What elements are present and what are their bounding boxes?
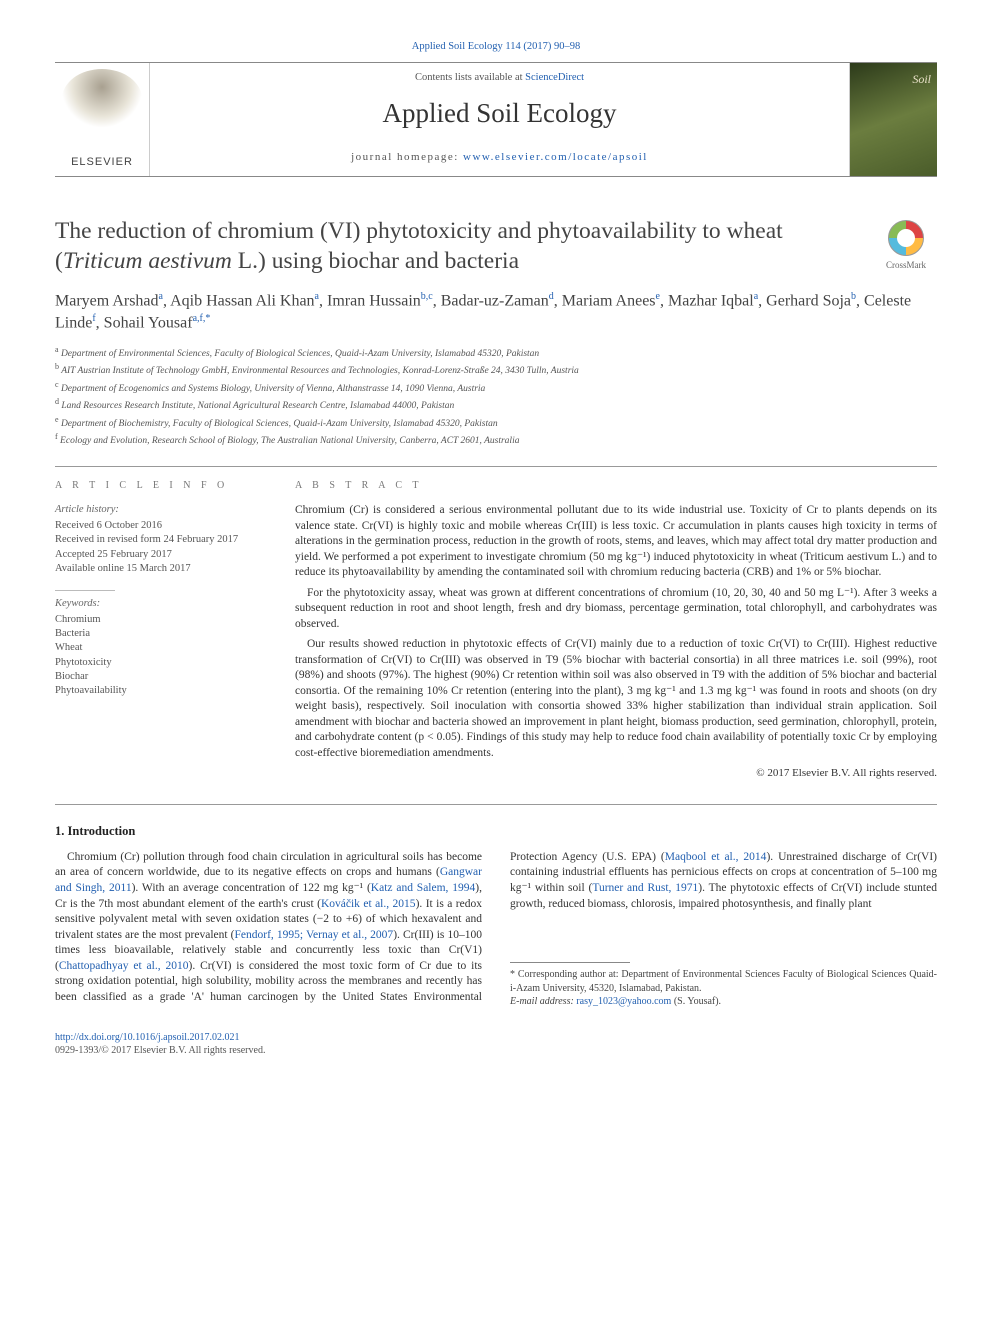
- affiliation: a Department of Environmental Sciences, …: [55, 344, 937, 361]
- history-line: Available online 15 March 2017: [55, 562, 265, 576]
- crossmark-badge[interactable]: CrossMark: [875, 217, 937, 271]
- author-affil-sup: f: [92, 313, 95, 324]
- author-affil-sup: b: [851, 291, 856, 302]
- title-post: L.) using biochar and bacteria: [232, 248, 519, 274]
- banner-center: Contents lists available at ScienceDirec…: [150, 63, 849, 176]
- intro-body: Chromium (Cr) pollution through food cha…: [55, 850, 937, 1009]
- keyword: Chromium: [55, 613, 265, 627]
- article-info-heading: A R T I C L E I N F O: [55, 479, 265, 493]
- journal-cover-thumbnail: Soil: [849, 63, 937, 176]
- divider-top: [55, 466, 937, 467]
- affiliation: c Department of Ecogenomics and Systems …: [55, 379, 937, 396]
- affiliation: d Land Resources Research Institute, Nat…: [55, 396, 937, 413]
- author-list: Maryem Arshada, Aqib Hassan Ali Khana, I…: [55, 290, 937, 334]
- homepage-line: journal homepage: www.elsevier.com/locat…: [150, 150, 849, 165]
- author-affil-sup: b,c: [421, 291, 433, 302]
- corresponding-footnote: * Corresponding author at: Department of…: [510, 968, 937, 1009]
- abstract-column: A B S T R A C T Chromium (Cr) is conside…: [295, 479, 937, 786]
- history-line: Received 6 October 2016: [55, 519, 265, 533]
- page: Applied Soil Ecology 114 (2017) 90–98 EL…: [0, 0, 992, 1088]
- crossmark-icon: [888, 220, 924, 256]
- journal-name: Applied Soil Ecology: [150, 95, 849, 131]
- info-abstract-row: A R T I C L E I N F O Article history: R…: [55, 479, 937, 786]
- keyword: Phytoavailability: [55, 684, 265, 698]
- abstract-paragraph: For the phytotoxicity assay, wheat was g…: [295, 586, 937, 633]
- author-affil-sup: a: [315, 291, 319, 302]
- doi-link[interactable]: http://dx.doi.org/10.1016/j.apsoil.2017.…: [55, 1032, 240, 1043]
- history-line: Accepted 25 February 2017: [55, 548, 265, 562]
- contents-line: Contents lists available at ScienceDirec…: [150, 71, 849, 85]
- keywords-block: Keywords: ChromiumBacteriaWheatPhytotoxi…: [55, 597, 265, 698]
- author: Mariam Anees: [562, 292, 656, 309]
- affiliation: b AIT Austrian Institute of Technology G…: [55, 361, 937, 378]
- affiliation-list: a Department of Environmental Sciences, …: [55, 344, 937, 449]
- author: Sohail Yousaf: [104, 314, 193, 331]
- sciencedirect-link[interactable]: ScienceDirect: [525, 72, 584, 83]
- affiliation: f Ecology and Evolution, Research School…: [55, 431, 937, 448]
- doi-block: http://dx.doi.org/10.1016/j.apsoil.2017.…: [55, 1031, 937, 1058]
- homepage-pre: journal homepage:: [351, 151, 463, 163]
- author: Aqib Hassan Ali Khan: [170, 292, 314, 309]
- keyword: Phytotoxicity: [55, 656, 265, 670]
- keyword: Biochar: [55, 670, 265, 684]
- author-affil-sup: a,f,*: [193, 313, 211, 324]
- crossmark-label: CrossMark: [886, 260, 926, 270]
- email-owner: (S. Yousaf).: [674, 996, 721, 1007]
- footnote-rule: [510, 962, 630, 963]
- affiliation: e Department of Biochemistry, Faculty of…: [55, 414, 937, 431]
- abstract-paragraph: Our results showed reduction in phytotox…: [295, 637, 937, 761]
- keywords-label: Keywords:: [55, 597, 265, 611]
- contents-pre: Contents lists available at: [415, 72, 525, 83]
- author-affil-sup: d: [549, 291, 554, 302]
- publisher-block: ELSEVIER: [55, 63, 150, 176]
- author: Mazhar Iqbal: [668, 292, 754, 309]
- title-species: Triticum aestivum: [63, 248, 232, 274]
- article-history-block: Article history: Received 6 October 2016…: [55, 503, 265, 576]
- author: Gerhard Soja: [766, 292, 851, 309]
- section-1-heading: 1. Introduction: [55, 823, 937, 840]
- keyword-divider: [55, 590, 115, 591]
- author-affil-sup: e: [656, 291, 660, 302]
- article-info-column: A R T I C L E I N F O Article history: R…: [55, 479, 265, 786]
- author: Imran Hussain: [327, 292, 421, 309]
- homepage-link[interactable]: www.elsevier.com/locate/apsoil: [463, 151, 648, 163]
- history-line: Received in revised form 24 February 201…: [55, 533, 265, 547]
- abstract-heading: A B S T R A C T: [295, 479, 937, 493]
- issn-copyright: 0929-1393/© 2017 Elsevier B.V. All right…: [55, 1045, 265, 1056]
- author: Maryem Arshad: [55, 292, 159, 309]
- elsevier-tree-icon: [62, 69, 142, 129]
- copyright-line: © 2017 Elsevier B.V. All rights reserved…: [295, 766, 937, 781]
- author-affil-sup: a: [159, 291, 163, 302]
- email-line: E-mail address: rasy_1023@yahoo.com (S. …: [510, 995, 937, 1009]
- journal-banner: ELSEVIER Contents lists available at Sci…: [55, 62, 937, 177]
- keyword: Bacteria: [55, 627, 265, 641]
- history-label: Article history:: [55, 503, 265, 517]
- divider-bottom: [55, 804, 937, 805]
- email-label: E-mail address:: [510, 996, 574, 1007]
- cover-label: Soil: [912, 71, 931, 87]
- corr-author-text: * Corresponding author at: Department of…: [510, 968, 937, 995]
- journal-reference: Applied Soil Ecology 114 (2017) 90–98: [55, 40, 937, 54]
- abstract-paragraph: Chromium (Cr) is considered a serious en…: [295, 503, 937, 581]
- author-affil-sup: a: [754, 291, 758, 302]
- corr-email-link[interactable]: rasy_1023@yahoo.com: [576, 996, 671, 1007]
- article-title: The reduction of chromium (VI) phytotoxi…: [55, 217, 860, 276]
- publisher-name: ELSEVIER: [59, 155, 145, 170]
- author: Badar-uz-Zaman: [441, 292, 549, 309]
- introduction-section: 1. Introduction Chromium (Cr) pollution …: [55, 823, 937, 1008]
- keyword: Wheat: [55, 641, 265, 655]
- title-row: The reduction of chromium (VI) phytotoxi…: [55, 217, 937, 276]
